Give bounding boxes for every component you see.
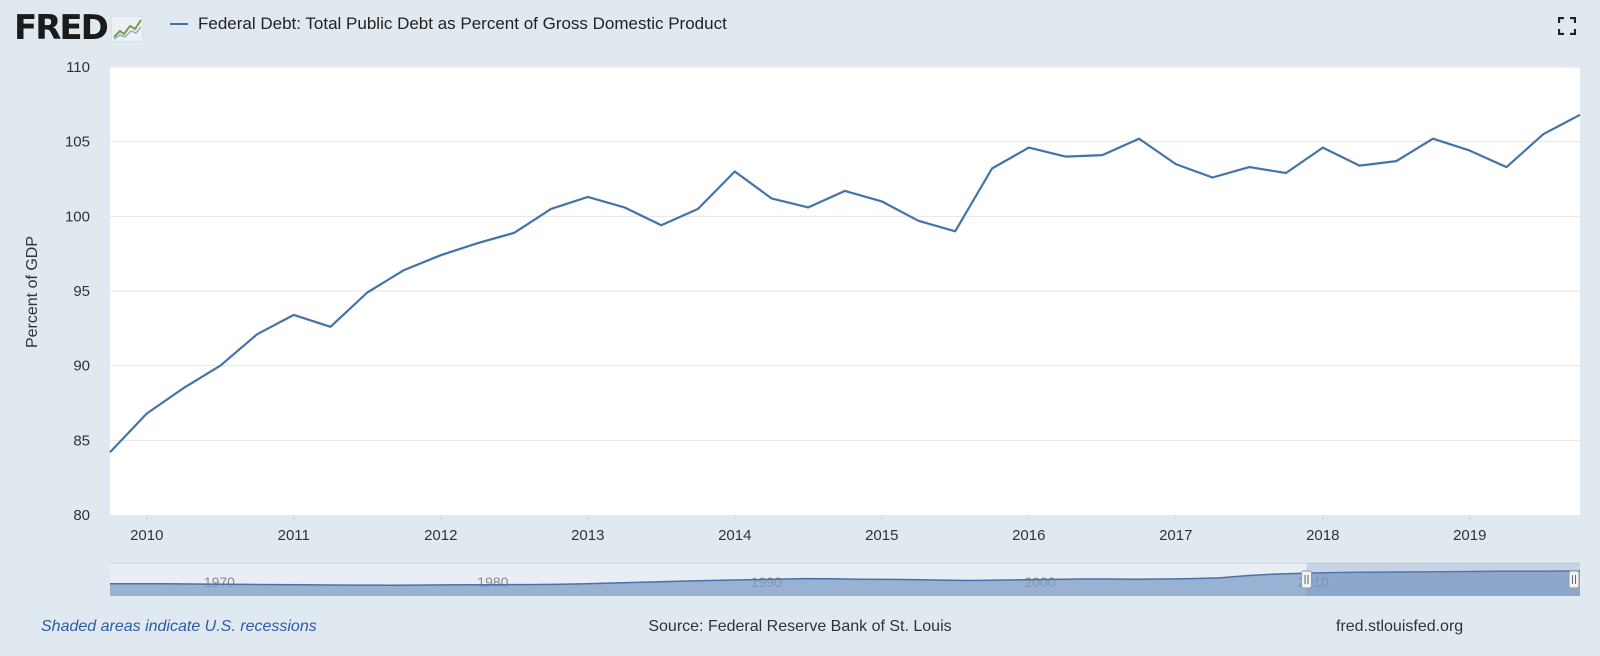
- data-point[interactable]: [695, 206, 701, 212]
- data-point[interactable]: [842, 188, 848, 194]
- range-navigator[interactable]: 19701980199020002010: [110, 562, 1581, 596]
- data-point[interactable]: [1173, 161, 1179, 167]
- recession-note[interactable]: Shaded areas indicate U.S. recessions: [41, 618, 317, 635]
- fred-logo-text: FRED: [14, 8, 109, 48]
- navigator-series-line: [110, 570, 1581, 586]
- data-point[interactable]: [879, 198, 885, 204]
- y-tick-label: 105: [65, 134, 90, 151]
- data-point[interactable]: [217, 363, 223, 369]
- data-point[interactable]: [438, 252, 444, 258]
- data-point[interactable]: [291, 312, 297, 318]
- navigator-handle-grip[interactable]: [1568, 570, 1580, 589]
- data-point[interactable]: [1577, 112, 1583, 118]
- x-tick-label: 2012: [424, 527, 457, 544]
- fred-logo[interactable]: FRED: [14, 8, 143, 48]
- data-point[interactable]: [1026, 145, 1032, 151]
- data-point[interactable]: [1393, 158, 1399, 164]
- x-tick-label: 2013: [571, 527, 604, 544]
- navigator-selected-range[interactable]: [1306, 563, 1580, 596]
- series-layer: [107, 112, 1583, 455]
- data-point[interactable]: [1357, 163, 1363, 169]
- chart-legend[interactable]: Federal Debt: Total Public Debt as Perce…: [170, 14, 727, 34]
- y-axis-label: Percent of GDP: [24, 236, 41, 348]
- source-text: Source: Federal Reserve Bank of St. Loui…: [648, 618, 952, 635]
- fullscreen-icon[interactable]: [1558, 17, 1576, 35]
- data-point[interactable]: [1063, 154, 1069, 160]
- x-tick-label: 2018: [1306, 527, 1339, 544]
- x-tick-label: 2011: [278, 527, 310, 544]
- navigator-series-area: [110, 571, 1580, 596]
- x-tick-label: 2017: [1159, 527, 1192, 544]
- data-point[interactable]: [732, 169, 738, 175]
- data-point[interactable]: [1430, 136, 1436, 142]
- chart-graph-icon: [110, 16, 143, 42]
- navigator-handle-left[interactable]: [1301, 570, 1313, 589]
- navigator-handle-right[interactable]: [1568, 570, 1580, 589]
- data-point[interactable]: [989, 166, 995, 172]
- data-point[interactable]: [511, 230, 517, 236]
- gridlines: [110, 66, 1580, 441]
- x-tick-label: 2014: [718, 527, 751, 544]
- data-point[interactable]: [1210, 175, 1216, 181]
- data-point[interactable]: [144, 410, 150, 416]
- data-point[interactable]: [1504, 164, 1510, 170]
- y-axis-ticks: 80 85 90 95 100 105 110: [65, 59, 90, 524]
- navigator-handle-grip[interactable]: [1301, 570, 1313, 589]
- y-tick-label: 85: [73, 432, 90, 449]
- data-point[interactable]: [328, 324, 334, 330]
- data-point[interactable]: [658, 222, 664, 228]
- data-point[interactable]: [952, 228, 958, 234]
- data-point[interactable]: [107, 449, 113, 455]
- data-point[interactable]: [364, 289, 370, 295]
- data-point[interactable]: [475, 240, 481, 246]
- y-tick-label: 110: [66, 59, 90, 76]
- x-axis-ticks: 2010 2011 2012 2013 2014 2015 2016 2017 2018 2019: [130, 515, 1486, 544]
- y-tick-label: 95: [73, 283, 90, 300]
- x-tick-label: 2016: [1012, 527, 1045, 544]
- data-point[interactable]: [1320, 145, 1326, 151]
- data-point[interactable]: [1246, 164, 1252, 170]
- data-point[interactable]: [1467, 148, 1473, 154]
- y-tick-label: 90: [73, 358, 90, 375]
- data-point[interactable]: [585, 194, 591, 200]
- x-tick-label: 2010: [130, 527, 163, 544]
- x-tick-label: 2015: [865, 527, 898, 544]
- y-tick-label: 100: [65, 208, 90, 225]
- data-point[interactable]: [401, 267, 407, 273]
- y-tick-label: 80: [73, 507, 90, 524]
- data-point[interactable]: [916, 218, 922, 224]
- data-point[interactable]: [1283, 170, 1289, 176]
- data-point[interactable]: [548, 206, 554, 212]
- chart-header: FRED Federal Debt: Total Public Debt as …: [0, 0, 1600, 56]
- legend-series-label: Federal Debt: Total Public Debt as Perce…: [198, 14, 727, 33]
- data-point[interactable]: [181, 385, 187, 391]
- x-tick-label: 2019: [1453, 527, 1486, 544]
- series-line[interactable]: [109, 113, 1581, 454]
- data-point[interactable]: [1136, 136, 1142, 142]
- legend-series-swatch: [170, 23, 188, 25]
- data-point[interactable]: [254, 331, 260, 337]
- data-point[interactable]: [1099, 152, 1105, 158]
- data-point[interactable]: [769, 195, 775, 201]
- data-point[interactable]: [805, 204, 811, 210]
- data-point[interactable]: [622, 204, 628, 210]
- data-point[interactable]: [1540, 131, 1546, 137]
- fred-url-link[interactable]: fred.stlouisfed.org: [1336, 618, 1464, 635]
